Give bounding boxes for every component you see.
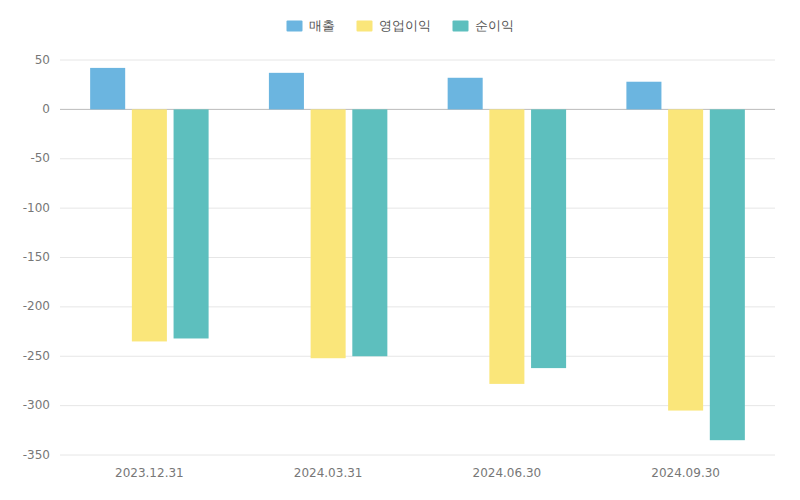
grid-line: [60, 257, 775, 258]
bar: [174, 109, 209, 338]
grid-line: [60, 109, 775, 110]
bar: [668, 109, 703, 410]
grid-line: [60, 306, 775, 307]
y-tick-label: -150: [23, 250, 50, 264]
grid-line: [60, 356, 775, 357]
legend-swatch: [453, 21, 469, 32]
bar: [132, 109, 167, 341]
grid-line: [60, 405, 775, 406]
grid-line: [60, 60, 775, 61]
y-tick-label: -300: [23, 398, 50, 412]
y-tick-label: -250: [23, 349, 50, 363]
bar: [626, 82, 661, 110]
y-tick-label: 0: [42, 102, 50, 116]
grid-line: [60, 158, 775, 159]
series: [174, 109, 745, 440]
bar: [90, 68, 125, 109]
legend-swatch: [287, 21, 303, 32]
y-axis: -350 -300 -250 -200 -150 -100 -50 0 50: [23, 53, 775, 462]
bar: [352, 109, 387, 356]
y-tick-label: -350: [23, 448, 50, 462]
bar: [489, 109, 524, 384]
x-axis: 2023.12.31 2024.03.31 2024.06.30 2024.09.30: [115, 466, 720, 480]
grid-line: [60, 208, 775, 209]
bar: [269, 73, 304, 110]
bar: [448, 78, 483, 110]
y-tick-label: -100: [23, 201, 50, 215]
bar: [710, 109, 745, 440]
y-tick-label: 50: [35, 53, 50, 67]
x-tick-label: 2024.03.31: [294, 466, 363, 480]
chart-container: -350 -300 -250 -200 -150 -100 -50 0 50 2023.12.31…: [0, 0, 800, 500]
legend-label: 순이익: [475, 18, 514, 33]
grid-line: [60, 455, 775, 456]
bar: [531, 109, 566, 368]
y-tick-label: -200: [23, 299, 50, 313]
series: [132, 109, 703, 410]
x-tick-label: 2023.12.31: [115, 466, 184, 480]
x-tick-label: 2024.06.30: [473, 466, 542, 480]
bar: [311, 109, 346, 358]
legend: 매출 영업이익 순이익: [287, 18, 514, 33]
legend-label: 매출: [309, 18, 335, 33]
series: [90, 68, 661, 109]
legend-label: 영업이익: [379, 18, 431, 33]
legend-swatch: [357, 21, 373, 32]
x-tick-label: 2024.09.30: [651, 466, 720, 480]
chart-svg: -350 -300 -250 -200 -150 -100 -50 0 50 2023.12.31…: [0, 0, 800, 500]
bars: [90, 68, 745, 440]
y-tick-label: -50: [30, 151, 50, 165]
